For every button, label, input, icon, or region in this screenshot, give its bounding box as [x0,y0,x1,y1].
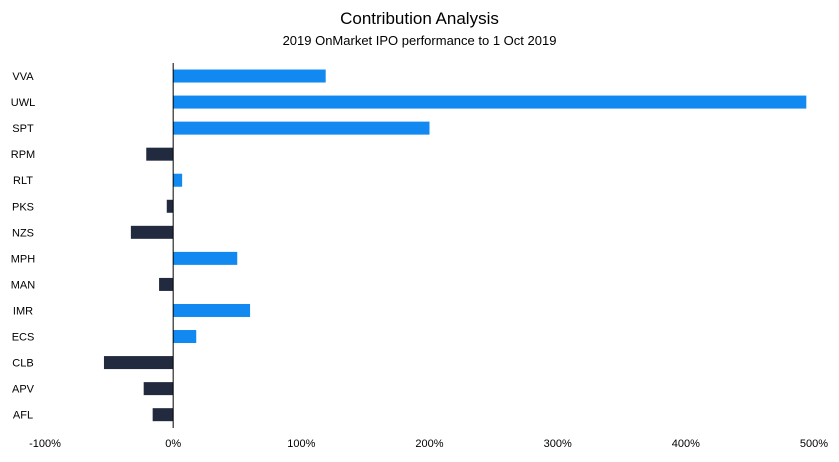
category-label-apv: APV [12,384,35,396]
bar-spt [173,121,430,135]
category-label-spt: SPT [12,123,34,135]
bar-vva [173,69,326,83]
x-tick-label: 500% [800,438,828,450]
category-label-vva: VVA [12,71,34,83]
chart-title: Contribution Analysis [340,9,499,28]
x-tick-label: 300% [544,438,572,450]
category-label-man: MAN [11,279,36,291]
x-tick-label: 100% [287,438,315,450]
category-label-imr: IMR [13,305,33,317]
category-label-pks: PKS [12,201,34,213]
bar-ecs [173,330,197,344]
x-tick-label: 0% [165,438,181,450]
bar-pks [166,199,174,213]
category-label-clb: CLB [12,358,33,370]
bar-afl [152,408,174,422]
bar-nzs [130,225,174,239]
x-tick-label: 200% [415,438,443,450]
bar-rlt [173,173,183,187]
bar-mph [173,251,238,265]
category-label-afl: AFL [13,410,33,422]
bar-man [159,277,174,291]
x-tick-label: 400% [672,438,700,450]
category-label-rpm: RPM [11,149,35,161]
bar-imr [173,303,251,317]
category-label-nzs: NZS [12,227,34,239]
bar-uwl [173,95,807,109]
category-label-uwl: UWL [11,97,35,109]
bar-rpm [146,147,174,161]
x-tick-label: -100% [29,438,61,450]
bar-apv [143,382,174,396]
chart-subtitle: 2019 OnMarket IPO performance to 1 Oct 2… [282,33,557,48]
bar-clb [103,356,174,370]
category-label-mph: MPH [11,253,36,265]
category-label-rlt: RLT [13,175,33,187]
category-label-ecs: ECS [12,332,35,344]
